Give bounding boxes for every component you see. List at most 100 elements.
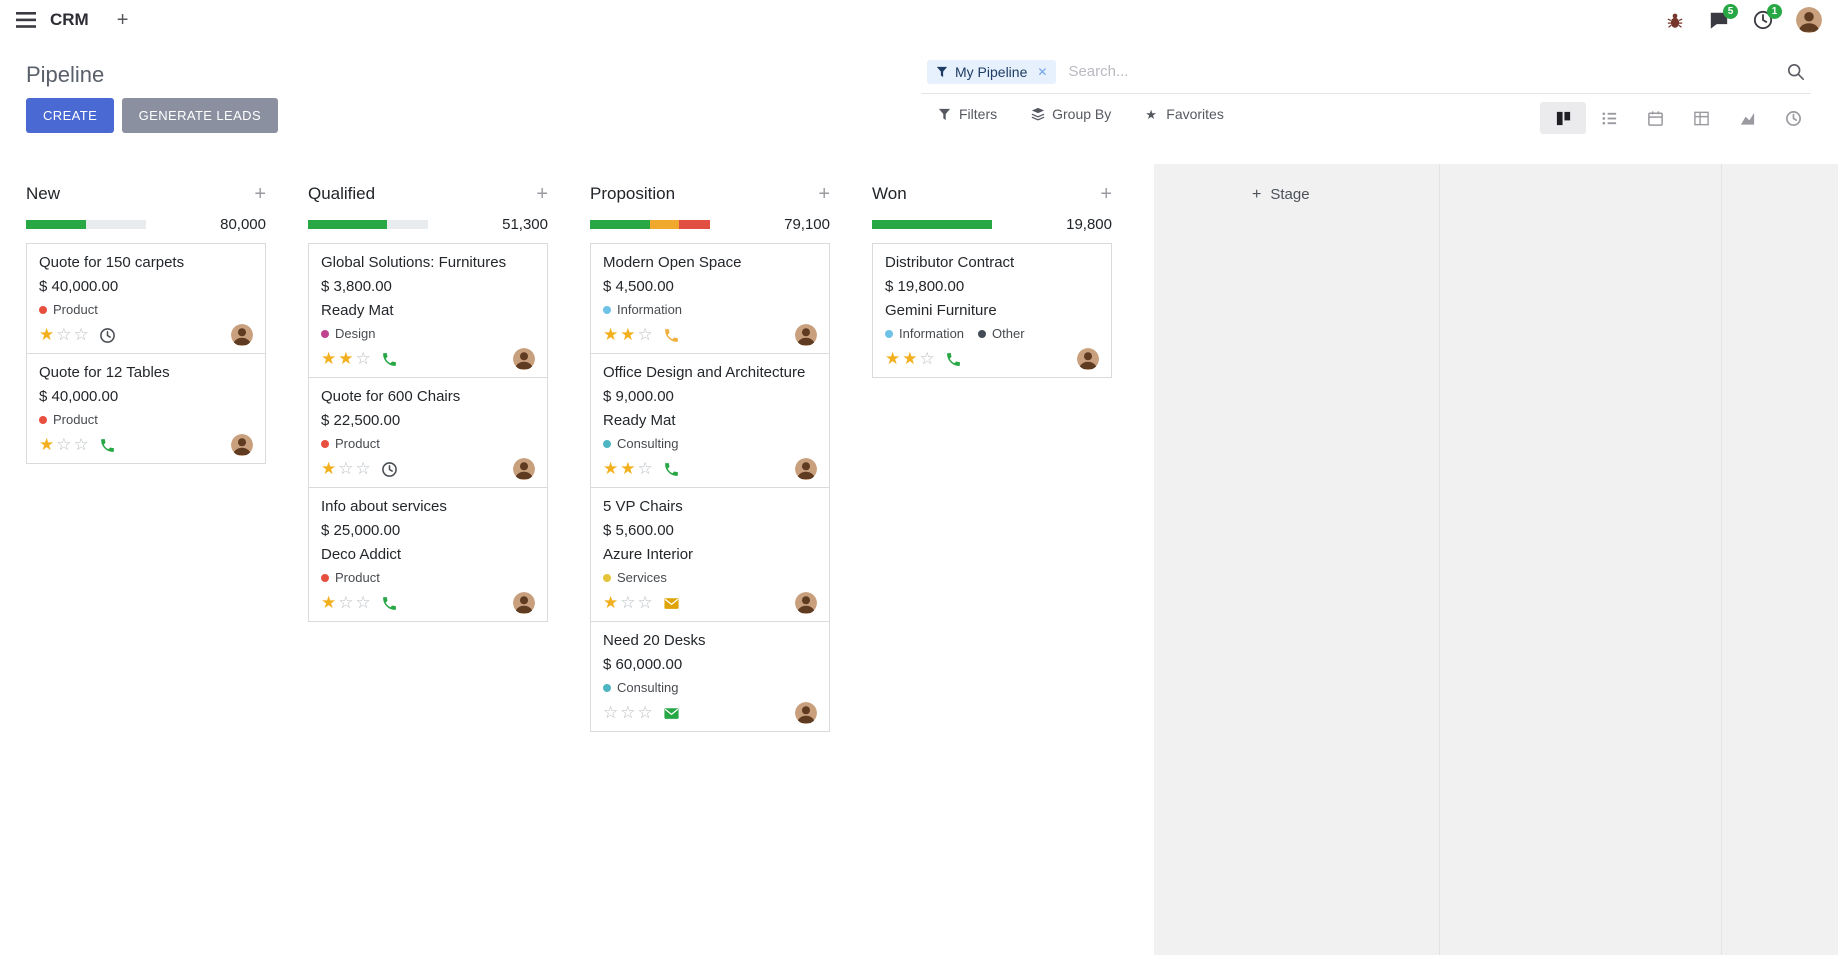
priority-star[interactable]: ☆ [73, 325, 89, 344]
kanban-card[interactable]: Quote for 600 Chairs $ 22,500.00 Product… [308, 377, 548, 488]
kanban-card[interactable]: Office Design and Architecture $ 9,000.0… [590, 353, 830, 488]
search-input[interactable] [1068, 63, 1787, 80]
kanban-card[interactable]: Quote for 12 Tables $ 40,000.00 Product … [26, 353, 266, 464]
kanban-card[interactable]: Modern Open Space $ 4,500.00 Information… [590, 243, 830, 354]
app-name[interactable]: CRM [50, 10, 89, 29]
priority-star[interactable]: ☆ [355, 593, 371, 612]
priority-star[interactable]: ★ [39, 325, 55, 344]
filters-menu[interactable]: Filters [938, 106, 997, 122]
priority-star[interactable]: ★ [885, 349, 901, 368]
nav-plus-icon[interactable]: + [116, 9, 129, 31]
progress-segment[interactable] [308, 219, 388, 229]
priority-star[interactable]: ☆ [355, 459, 371, 478]
priority-star[interactable]: ★ [603, 593, 619, 612]
priority-star[interactable]: ☆ [73, 435, 89, 454]
assignee-avatar[interactable] [231, 434, 253, 456]
column-progressbar[interactable] [26, 219, 146, 229]
priority-star[interactable]: ☆ [620, 593, 636, 612]
envelope-activity-icon[interactable] [663, 595, 680, 612]
priority-star[interactable]: ☆ [620, 703, 636, 722]
column-add-icon[interactable]: + [1100, 183, 1112, 205]
phone-activity-icon[interactable] [99, 437, 116, 454]
priority-star[interactable]: ☆ [603, 703, 619, 722]
priority-star[interactable]: ★ [321, 593, 337, 612]
assignee-avatar[interactable] [795, 324, 817, 346]
column-progressbar[interactable] [308, 219, 428, 229]
kanban-card[interactable]: Global Solutions: Furnitures $ 3,800.00 … [308, 243, 548, 378]
favorites-menu[interactable]: ★ Favorites [1145, 106, 1224, 122]
activities-clock-icon[interactable]: 1 [1752, 4, 1782, 31]
phone-activity-icon[interactable] [663, 461, 680, 478]
priority-star[interactable]: ★ [603, 459, 619, 478]
view-switch-pivot[interactable] [1678, 102, 1724, 134]
priority-star[interactable]: ★ [39, 435, 55, 454]
priority-star[interactable]: ★ [321, 349, 337, 368]
clock-activity-icon[interactable] [381, 461, 398, 478]
assignee-avatar[interactable] [795, 458, 817, 480]
view-switch-kanban[interactable] [1540, 102, 1586, 134]
progress-segment[interactable] [678, 219, 710, 229]
priority-star[interactable]: ☆ [637, 703, 653, 722]
view-switch-graph[interactable] [1724, 102, 1770, 134]
kanban-card[interactable]: Info about services $ 25,000.00 Deco Add… [308, 487, 548, 622]
search-icon[interactable] [1787, 63, 1805, 81]
progress-segment[interactable] [650, 219, 679, 229]
assignee-avatar[interactable] [513, 592, 535, 614]
kanban-card[interactable]: Quote for 150 carpets $ 40,000.00 Produc… [26, 243, 266, 354]
kanban-card[interactable]: Need 20 Desks $ 60,000.00 Consulting ☆ ☆ ☆ [590, 621, 830, 732]
messages-icon[interactable]: 5 [1708, 4, 1738, 31]
facet-remove-icon[interactable]: ✕ [1037, 64, 1048, 79]
progress-segment[interactable] [590, 219, 650, 229]
priority-star[interactable]: ☆ [56, 435, 72, 454]
priority-star[interactable]: ☆ [338, 593, 354, 612]
phone-activity-icon[interactable] [381, 595, 398, 612]
column-add-icon[interactable]: + [254, 183, 266, 205]
add-stage-button[interactable]: + Stage [1252, 186, 1310, 203]
assignee-avatar[interactable] [1077, 348, 1099, 370]
phone-activity-icon[interactable] [663, 327, 680, 344]
assignee-avatar[interactable] [513, 348, 535, 370]
priority-star[interactable]: ★ [620, 459, 636, 478]
generate-leads-button[interactable]: GENERATE LEADS [121, 98, 279, 133]
phone-activity-icon[interactable] [945, 351, 962, 368]
assignee-avatar[interactable] [231, 324, 253, 346]
priority-star[interactable]: ★ [321, 459, 337, 478]
progress-segment[interactable] [26, 219, 86, 229]
kanban-card[interactable]: 5 VP Chairs $ 5,600.00 Azure Interior Se… [590, 487, 830, 622]
progress-segment[interactable] [872, 219, 992, 229]
priority-star[interactable]: ☆ [637, 459, 653, 478]
priority-star[interactable]: ☆ [338, 459, 354, 478]
group-by-menu[interactable]: Group By [1031, 106, 1111, 122]
column-add-icon[interactable]: + [818, 183, 830, 205]
assignee-avatar[interactable] [795, 702, 817, 724]
view-switch-activity[interactable] [1770, 102, 1816, 134]
clock-activity-icon[interactable] [99, 327, 116, 344]
priority-star[interactable]: ★ [338, 349, 354, 368]
column-title[interactable]: Proposition [590, 184, 676, 203]
view-switch-list[interactable] [1586, 102, 1632, 134]
priority-star[interactable]: ☆ [637, 325, 653, 344]
column-title[interactable]: Won [872, 184, 907, 203]
kanban-card[interactable]: Distributor Contract $ 19,800.00 Gemini … [872, 243, 1112, 378]
create-button[interactable]: CREATE [26, 98, 115, 133]
column-progressbar[interactable] [872, 219, 992, 229]
priority-star[interactable]: ★ [620, 325, 636, 344]
priority-star[interactable]: ★ [603, 325, 619, 344]
view-switch-calendar[interactable] [1632, 102, 1678, 134]
assignee-avatar[interactable] [513, 458, 535, 480]
column-title[interactable]: New [26, 184, 61, 203]
assignee-avatar[interactable] [795, 592, 817, 614]
search-facet[interactable]: My Pipeline ✕ [927, 59, 1057, 84]
priority-star[interactable]: ★ [902, 349, 918, 368]
phone-activity-icon[interactable] [381, 351, 398, 368]
apps-menu-icon[interactable] [16, 12, 36, 28]
priority-star[interactable]: ☆ [56, 325, 72, 344]
user-avatar[interactable] [1796, 7, 1822, 33]
debug-bug-icon[interactable] [1664, 9, 1686, 31]
priority-star[interactable]: ☆ [355, 349, 371, 368]
column-title[interactable]: Qualified [308, 184, 376, 203]
priority-star[interactable]: ☆ [637, 593, 653, 612]
priority-star[interactable]: ☆ [919, 349, 935, 368]
column-progressbar[interactable] [590, 219, 710, 229]
column-add-icon[interactable]: + [536, 183, 548, 205]
